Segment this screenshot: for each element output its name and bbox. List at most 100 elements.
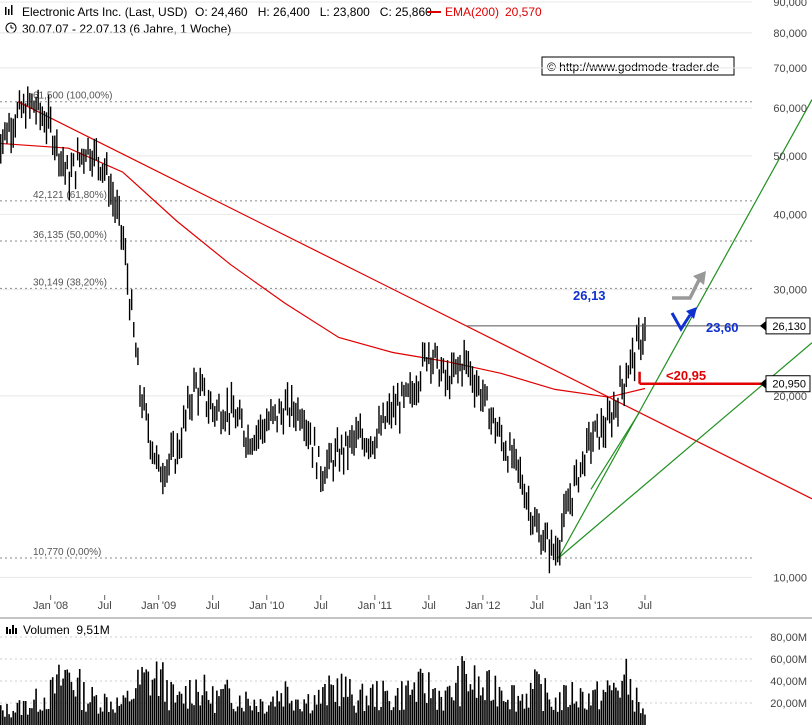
ema-200-path [0, 142, 646, 398]
volume-bar [355, 712, 357, 725]
volume-bar [488, 669, 490, 725]
volume-bar [619, 697, 621, 725]
volume-bar [326, 705, 328, 725]
volume-panel: Volumen 9,51M 20,00M 40,00M 60,00M 80,00M [0, 623, 807, 725]
volume-bar [502, 701, 505, 725]
volume-bar [367, 705, 370, 725]
volume-bar [157, 695, 160, 725]
volume-bar [482, 687, 484, 725]
price-tick-label: 20,000 [773, 391, 807, 403]
volume-bar [66, 669, 69, 725]
volume-bar [461, 656, 463, 725]
period-label: 30.07.07 - 22.07.13 (6 Jahre, 1 Woche) [22, 22, 231, 36]
fibonacci-label: 36,135 (50,00%) [33, 230, 107, 241]
volume-title: Volumen 9,51M [23, 623, 110, 637]
volume-bar [128, 701, 131, 725]
volume-bar [0, 705, 2, 725]
volume-bar [286, 686, 289, 725]
uptrend-line-short [590, 411, 641, 490]
volume-bar [51, 677, 54, 725]
volume-bar [247, 698, 249, 725]
volume-bar [280, 693, 283, 725]
volume-bar [193, 705, 195, 725]
volume-bar [594, 689, 596, 725]
price-tick-label: 50,000 [773, 151, 807, 163]
price-gridlines [0, 1, 752, 578]
volume-bar [307, 694, 310, 725]
volume-bars [0, 656, 646, 725]
volume-bar [319, 703, 322, 725]
volume-bar [413, 682, 416, 725]
volume-bar [255, 706, 258, 725]
volume-bar [380, 706, 382, 725]
volume-bar [297, 699, 299, 725]
volume-bar [463, 660, 465, 725]
volume-bar [604, 692, 607, 725]
volume-bar [186, 708, 189, 725]
volume-bar [340, 673, 343, 725]
volume-bar [550, 706, 553, 725]
volume-bar [58, 664, 60, 725]
volume-bar [567, 707, 569, 725]
volume-bar [24, 701, 27, 725]
volume-bar [527, 707, 530, 725]
volume-bar [180, 693, 183, 725]
volume-bar [471, 689, 474, 725]
volume-bar [365, 695, 368, 725]
downtrend-line [17, 101, 812, 500]
volume-bar [87, 703, 89, 725]
chart-header: Electronic Arts Inc. (Last, USD) O: 24,4… [5, 5, 542, 36]
volume-bar [317, 689, 320, 725]
volume-bar [141, 666, 143, 725]
volume-bar [398, 710, 401, 725]
volume-bar [207, 699, 210, 725]
ohlc-values: O: 24,460 H: 26,400 L: 23,800 C: 25,860 [195, 5, 432, 19]
volume-bar [376, 681, 378, 725]
pullback-arrow [670, 312, 692, 332]
volume-bar [83, 682, 85, 725]
volume-bar [45, 709, 48, 725]
volume-bar [159, 669, 162, 725]
volume-bar [112, 709, 114, 725]
volume-bar [602, 689, 605, 725]
volume-bar [637, 701, 640, 725]
volume-bar [108, 711, 110, 725]
clock-icon [5, 22, 17, 34]
volume-bar [531, 688, 534, 725]
volume-bar [378, 710, 380, 725]
volume-bar [324, 683, 326, 725]
volume-bar [228, 688, 231, 725]
volume-bar [322, 687, 324, 725]
volume-bar [615, 687, 617, 725]
volume-bar [145, 669, 148, 725]
volume-bar [259, 699, 262, 725]
volume-bar [288, 703, 291, 725]
volume-bar [78, 668, 81, 725]
volume-bar [216, 690, 218, 725]
volume-bar [268, 705, 270, 725]
volume-bar [10, 717, 12, 725]
fibonacci-label: 10,770 (0,00%) [33, 547, 101, 558]
volume-bar [155, 661, 158, 725]
volume-bar [349, 679, 351, 725]
volume-bar [629, 678, 632, 725]
volume-bar [182, 703, 185, 725]
volume-bar [22, 700, 25, 725]
time-tick-label: Jan '12 [465, 600, 500, 612]
volume-bar [270, 701, 272, 725]
time-tick-label: Jul [638, 600, 652, 612]
fibonacci-label: 30,149 (38,20%) [33, 277, 107, 288]
volume-bar [467, 691, 470, 725]
ema-200-line [0, 142, 646, 398]
volume-bar [305, 703, 308, 725]
volume-bar [627, 694, 630, 725]
time-tick-label: Jul [422, 600, 436, 612]
volume-bar [295, 699, 297, 725]
volume-bar [311, 710, 314, 725]
volume-bar [509, 709, 511, 725]
volume-bar [583, 708, 586, 725]
volume-bar [238, 695, 241, 725]
volume-bar [361, 683, 364, 725]
volume-bar [598, 709, 601, 725]
